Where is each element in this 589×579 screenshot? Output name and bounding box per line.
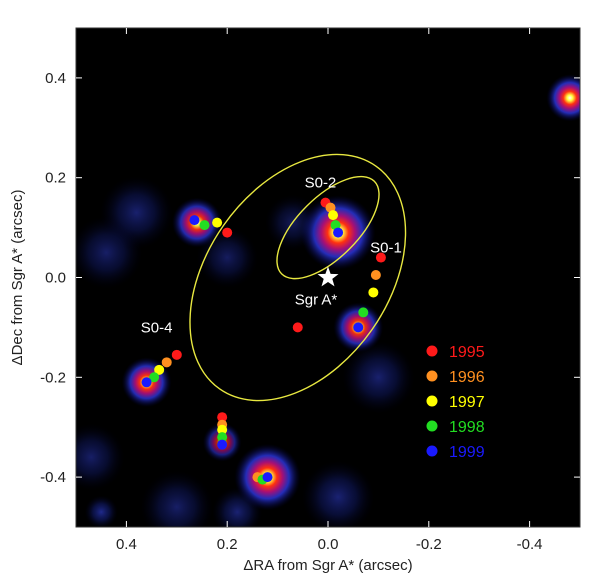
- data-point-1999: [333, 227, 344, 238]
- y-tick-label: 0.2: [45, 170, 66, 187]
- data-point-1995: [375, 252, 386, 263]
- legend-label-1999: 1999: [449, 444, 485, 461]
- source-blob: [302, 461, 375, 527]
- source-blob: [196, 227, 258, 289]
- legend-label-1997: 1997: [449, 394, 485, 411]
- sgr-a-label: Sgr A*: [295, 292, 338, 309]
- legend-label-1995: 1995: [449, 344, 485, 361]
- source-blob: [546, 74, 580, 122]
- data-point-1996: [370, 270, 381, 281]
- points-layer: [141, 197, 386, 485]
- x-tick-label: 0.0: [318, 536, 339, 553]
- y-tick-label: -0.2: [40, 369, 66, 386]
- data-point-1995: [217, 412, 228, 423]
- source-blob: [84, 495, 118, 527]
- data-point-1997: [328, 210, 339, 221]
- data-point-1998: [217, 432, 228, 443]
- data-point-1999: [141, 377, 152, 388]
- data-point-1999: [353, 322, 364, 333]
- legend-label-1998: 1998: [449, 419, 485, 436]
- star-label-s0-1: S0-1: [370, 240, 402, 257]
- y-tick-label: 0.0: [45, 270, 66, 287]
- data-point-1997: [368, 287, 379, 298]
- data-point-1997: [154, 364, 165, 375]
- data-point-1999: [262, 472, 273, 483]
- x-tick-label: -0.4: [517, 536, 543, 553]
- x-tick-label: -0.2: [416, 536, 442, 553]
- data-point-1995: [222, 227, 233, 238]
- source-blob: [212, 487, 263, 527]
- data-point-1997: [217, 424, 228, 435]
- legend-marker-1998: [426, 420, 438, 432]
- sgr-a-star-icon: [317, 266, 339, 287]
- legend: 1995 1996 1997 1998 1999: [426, 344, 485, 461]
- legend-label-1996: 1996: [449, 369, 485, 386]
- orbits-layer: [189, 153, 407, 402]
- data-point-1999: [217, 439, 228, 450]
- data-point-1995: [171, 349, 182, 360]
- source-blob: [342, 341, 415, 414]
- data-point-1998: [149, 372, 160, 383]
- x-tick-label: 0.2: [217, 536, 238, 553]
- source-blob: [76, 216, 143, 289]
- data-point-1995: [292, 322, 303, 333]
- star-label-s0-4: S0-4: [141, 319, 173, 336]
- legend-marker-1996: [426, 370, 438, 382]
- orbit-ellipse-s0-2: [276, 175, 380, 280]
- x-axis-title: ΔRA from Sgr A* (arcsec): [243, 557, 412, 574]
- data-point-1997: [212, 217, 223, 228]
- star-label-s0-2: S0-2: [305, 175, 337, 192]
- image-layer: [76, 74, 580, 527]
- labels-layer: Sgr A* S0-2 S0-1 S0-4: [141, 175, 402, 337]
- source-blob: [140, 471, 213, 527]
- source-blob: [76, 423, 125, 491]
- data-point-1996: [161, 357, 172, 368]
- data-point-1998: [199, 220, 210, 231]
- x-tick-label: 0.4: [116, 536, 137, 553]
- legend-marker-1995: [426, 345, 438, 357]
- y-axis-title: ΔDec from Sgr A* (arcsec): [9, 190, 26, 366]
- legend-marker-1999: [426, 445, 438, 457]
- ticks-layer: 0.4 0.2 0.0 -0.2 -0.4 0.4 0.2 0.0 -0.2 -0.4: [40, 28, 580, 553]
- y-tick-label: 0.4: [45, 70, 66, 87]
- data-point-1999: [189, 215, 200, 226]
- data-point-1998: [358, 307, 369, 318]
- y-tick-label: -0.4: [40, 469, 66, 486]
- legend-marker-1997: [426, 395, 438, 407]
- orbit-ellipse-s0-1: [189, 153, 407, 402]
